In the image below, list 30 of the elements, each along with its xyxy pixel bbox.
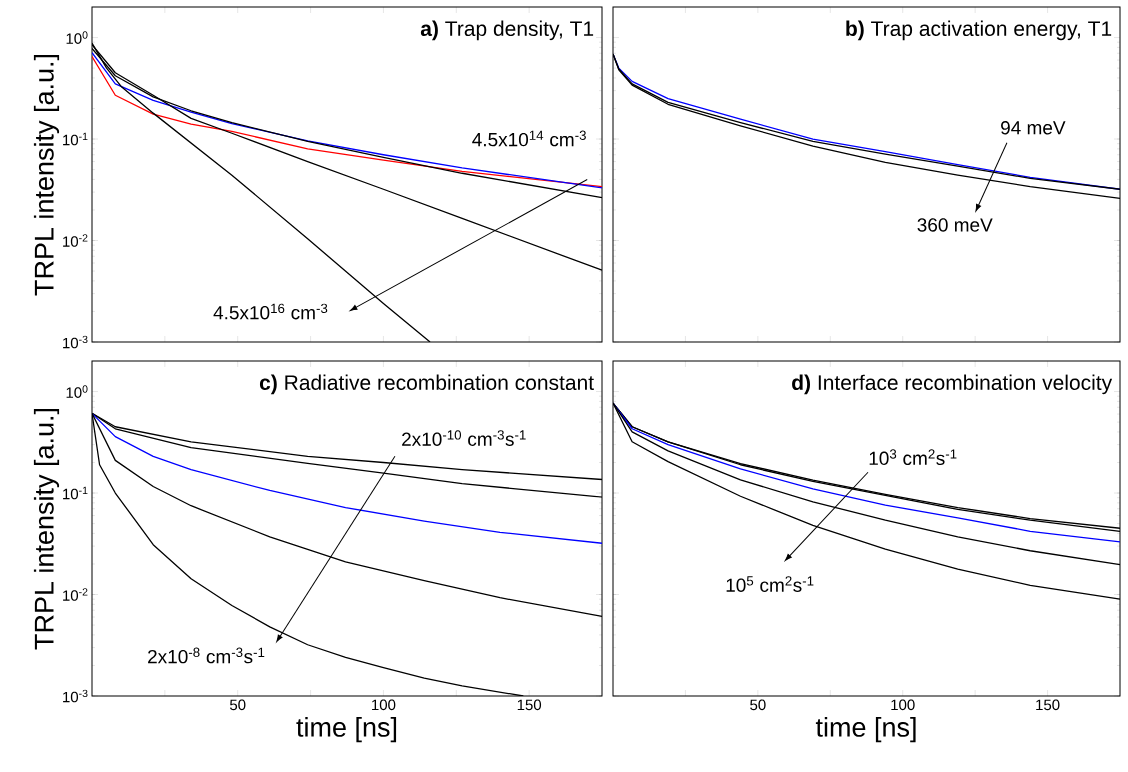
text: a) Trap density, T1	[420, 20, 594, 41]
annotation: 2x10$^{-8}$ cm$^{-3}$s$^{-1}$	[148, 647, 265, 664]
text: c) Radiative recombination constant	[259, 374, 594, 395]
x-tick-label: 50	[229, 699, 246, 711]
annotation: 94 meV	[1001, 121, 1066, 135]
y-tick-label: 10$^{-3}$	[63, 689, 88, 703]
y-tick-label: 10$^{-2}$	[63, 234, 88, 247]
x-tick-label: 100	[891, 699, 915, 711]
y-tick-label: 10$^{-1}$	[63, 486, 88, 500]
y-tick-label: 10$^{-2}$	[63, 588, 88, 601]
annotation: 10$^{3}$ cm$^{2}$s$^{-1}$	[869, 449, 957, 466]
x-tick-label: 150	[1036, 699, 1060, 711]
y-tick-label: 10$^{0}$	[66, 31, 88, 44]
text: b) Trap activation energy, T1	[846, 20, 1112, 41]
y-tick-label: 10$^{0}$	[66, 385, 88, 398]
annotation: 10$^{5}$ cm$^{2}$s$^{-1}$	[726, 576, 814, 592]
annotation: 2x10$^{-10}$ cm$^{-3}$s$^{-1}$	[402, 430, 526, 446]
annotation: 360 meV	[917, 218, 993, 232]
y-tick-label: 10$^{-1}$	[63, 132, 88, 146]
y-axis-title: TRPL intensity [a.u.]	[33, 54, 60, 296]
annotation: 4.5x10$^{16}$ cm$^{-3}$	[213, 303, 328, 320]
y-axis-title: TRPL intensity [a.u.]	[33, 408, 60, 650]
annotation: 4.5x10$^{14}$ cm$^{-3}$	[472, 130, 586, 147]
x-tick-label: 100	[372, 699, 396, 711]
x-axis-title: time [ns]	[296, 717, 397, 743]
x-tick-label: 50	[750, 699, 766, 711]
text: d) Interface recombination velocity	[792, 374, 1113, 395]
x-axis-title: time [ns]	[815, 717, 916, 743]
x-tick-label: 150	[517, 699, 542, 711]
y-tick-label: 10$^{-3}$	[63, 335, 88, 349]
